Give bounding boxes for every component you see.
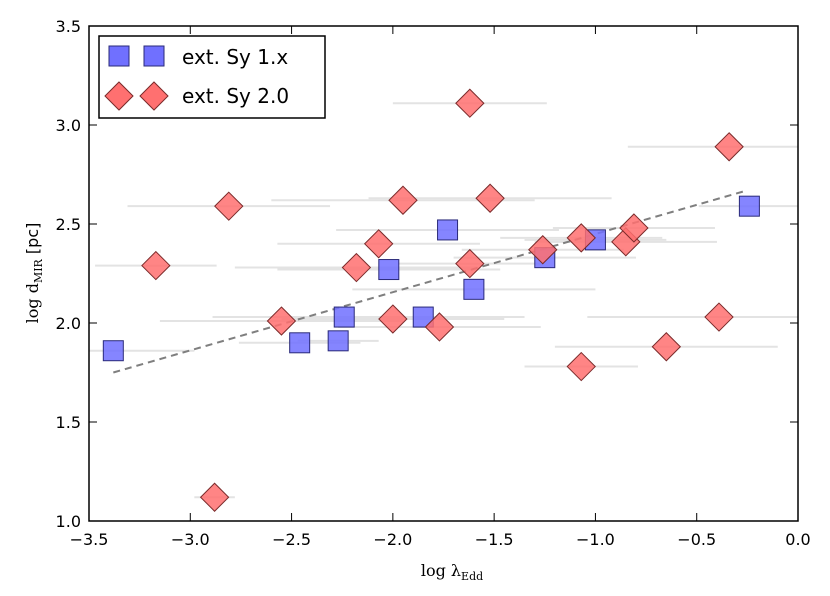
y-tick-label: 3.0 [56, 116, 81, 135]
x-tick-label: −2.5 [272, 530, 311, 549]
sy1-point [437, 219, 459, 241]
sy2-point [714, 132, 744, 162]
plot-frame [88, 25, 799, 522]
legend-marker-sy2-a [104, 81, 134, 111]
legend-label-sy1: ext. Sy 1.x [182, 45, 288, 69]
legend-marker-sy1-b [143, 45, 165, 67]
x-tick-label: −1.5 [475, 530, 514, 549]
x-axis-label-main: log λ [421, 561, 461, 580]
sy2-point [651, 332, 682, 362]
axis-ticks: −3.5 −3.0 −2.5 −2.0 −1.5 −1.0 −0.5 0.0 1.0 1.5 2.0… [56, 17, 811, 549]
x-tick-label: 0.0 [785, 530, 810, 549]
x-tick-label: −1.0 [576, 530, 615, 549]
x-tick-label: −0.5 [677, 530, 716, 549]
sy2-point [619, 213, 649, 243]
y-axis-label-main: log d [23, 283, 42, 323]
sy2-point [566, 351, 596, 382]
x-axis-label: log λEdd [421, 561, 483, 583]
sy2-point [424, 312, 455, 342]
y-tick-label: 2.0 [56, 314, 81, 333]
sy2-point [214, 191, 244, 221]
sy1-point [102, 340, 124, 362]
sy2-point [704, 302, 734, 332]
y-axis-label-sub: MIR [32, 258, 45, 283]
sy2-point [475, 183, 505, 213]
x-tick-label: −3.5 [70, 530, 109, 549]
sy1-point [378, 259, 400, 281]
y-axis-label: log dMIR [pc] [23, 223, 45, 324]
sy2-point [455, 248, 485, 279]
sy2-point [388, 185, 418, 215]
sy1-point [289, 332, 311, 354]
sy2-point [566, 223, 596, 253]
y-axis-label-unit: [pc] [23, 223, 42, 260]
fit-line-group [113, 189, 748, 374]
x-axis-label-sub: Edd [461, 570, 483, 583]
data-points [102, 88, 760, 512]
legend-marker-sy1-a [108, 45, 130, 67]
y-tick-label: 1.5 [56, 413, 81, 432]
fit-line [113, 189, 748, 374]
sy1-point [412, 306, 434, 328]
sy2-point [363, 229, 394, 259]
sy2-point [378, 304, 408, 334]
x-tick-label: −3.0 [171, 530, 210, 549]
sy2-point [528, 235, 558, 265]
sy1-point [327, 330, 349, 352]
y-tick-label: 3.5 [56, 17, 81, 36]
sy2-point [341, 252, 372, 283]
legend-box [98, 35, 326, 119]
legend: ext. Sy 1.x ext. Sy 2.0 [98, 35, 326, 119]
legend-marker-sy2-b [139, 81, 169, 111]
legend-label-sy2: ext. Sy 2.0 [182, 84, 289, 108]
sy2-point [455, 88, 485, 118]
sy1-point [738, 195, 760, 217]
sy1-point [333, 306, 355, 328]
sy1-point [463, 278, 485, 300]
y-tick-label: 2.5 [56, 215, 81, 234]
sy2-point [141, 250, 171, 281]
sy2-point [266, 306, 297, 336]
x-tick-label: −2.0 [373, 530, 412, 549]
sy2-point [199, 482, 230, 512]
error-bars [89, 102, 798, 499]
y-tick-label: 1.0 [56, 512, 81, 531]
